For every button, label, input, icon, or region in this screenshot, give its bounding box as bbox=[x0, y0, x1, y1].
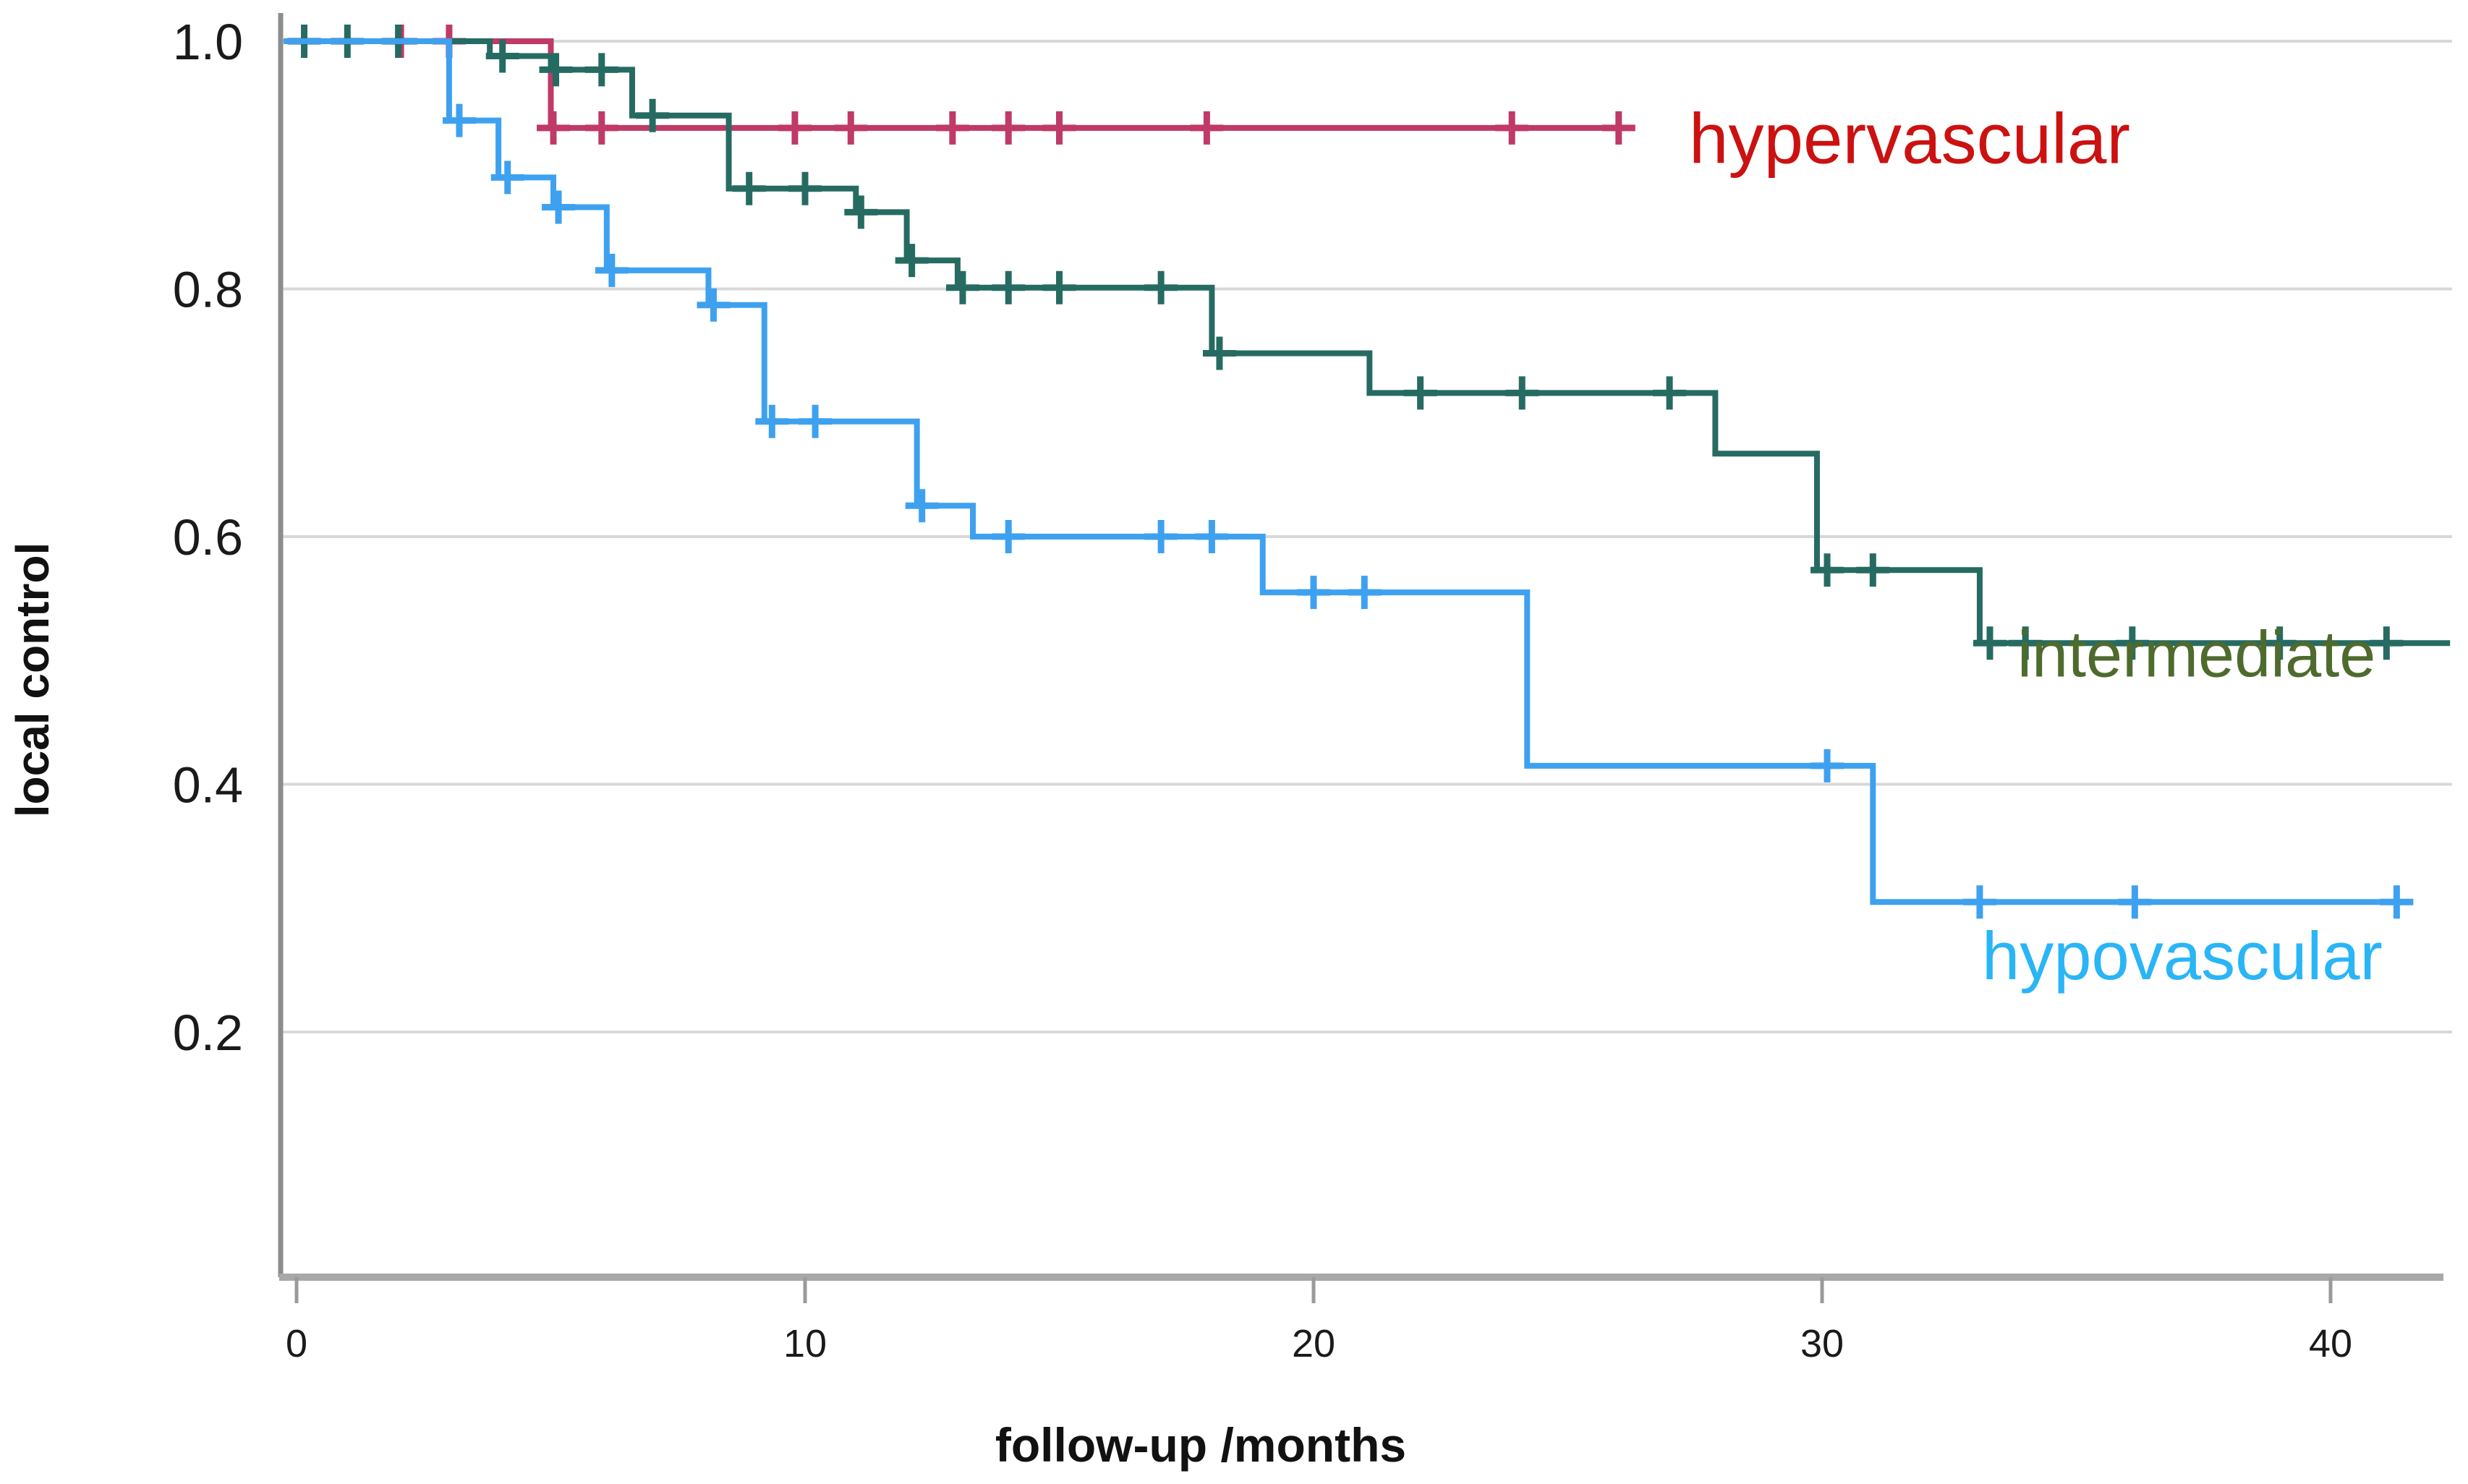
x-tick-label-0: 0 bbox=[286, 1322, 307, 1365]
series-line-hypovascular bbox=[284, 38, 2399, 905]
y-tick-label-1.0: 1.0 bbox=[173, 14, 243, 70]
legend-intermediate: intermediate bbox=[2017, 618, 2376, 691]
y-tick-label-0.6: 0.6 bbox=[173, 509, 243, 566]
x-tick-label-40: 40 bbox=[2309, 1322, 2352, 1365]
y-tick-label-0.2: 0.2 bbox=[173, 1005, 243, 1061]
x-axis-title: follow-up /months bbox=[995, 1418, 1407, 1472]
y-tick-label-0.8: 0.8 bbox=[173, 262, 243, 318]
y-axis-title: local control bbox=[7, 542, 59, 818]
x-tick-label-10: 10 bbox=[783, 1322, 827, 1365]
x-tick-label-30: 30 bbox=[1800, 1322, 1844, 1365]
legend-hypovascular: hypovascular bbox=[1982, 918, 2383, 994]
y-tick-label-0.4: 0.4 bbox=[173, 757, 243, 814]
x-tick-label-20: 20 bbox=[1292, 1322, 1335, 1365]
legend-hypervascular: hypervascular bbox=[1689, 98, 2131, 179]
